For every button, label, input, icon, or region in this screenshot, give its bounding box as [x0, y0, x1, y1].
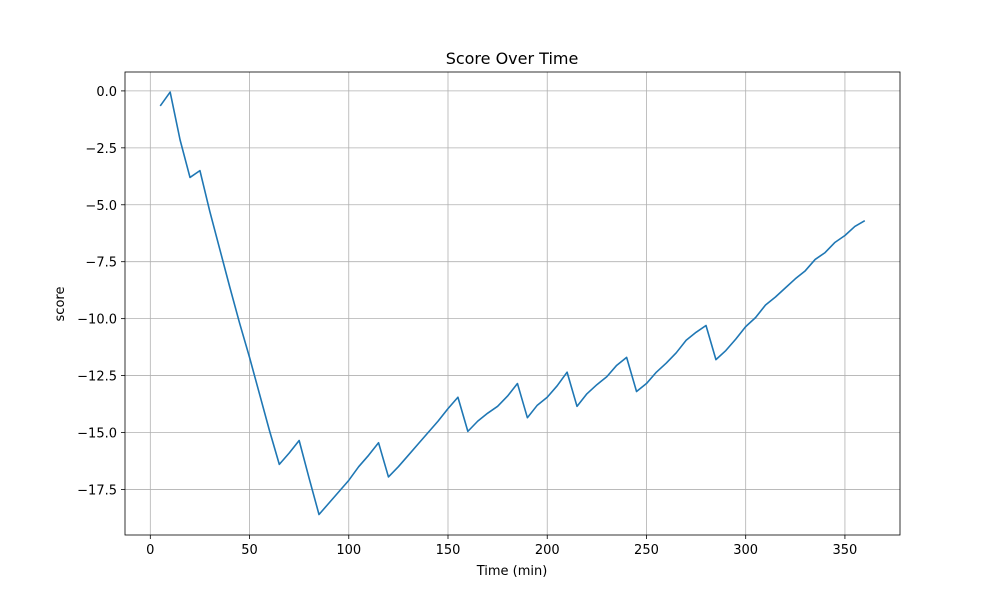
- x-tick-label: 300: [733, 543, 758, 558]
- y-tick-label: −5.0: [85, 199, 117, 214]
- x-tick-label: 0: [146, 543, 154, 558]
- y-tick-label: −2.5: [85, 142, 117, 157]
- x-tick-label: 250: [634, 543, 659, 558]
- x-axis-label: Time (min): [476, 564, 548, 579]
- data-line: [159, 91, 866, 516]
- x-tick-label: 350: [833, 543, 858, 558]
- y-tick-label: −15.0: [77, 427, 117, 442]
- y-tick-label: −17.5: [77, 483, 117, 498]
- axes-frame: [124, 71, 901, 536]
- x-tick-label: 150: [436, 543, 461, 558]
- x-tick-label: 50: [241, 543, 258, 558]
- x-tick-label: 100: [336, 543, 361, 558]
- y-tick-label: 0.0: [96, 85, 117, 100]
- y-axis-label: score: [53, 287, 68, 322]
- chart-title: Score Over Time: [446, 49, 579, 68]
- x-tick-label: 200: [535, 543, 560, 558]
- y-tick-label: −10.0: [77, 313, 117, 328]
- y-tick-label: −12.5: [77, 370, 117, 385]
- y-tick-label: −7.5: [85, 256, 117, 271]
